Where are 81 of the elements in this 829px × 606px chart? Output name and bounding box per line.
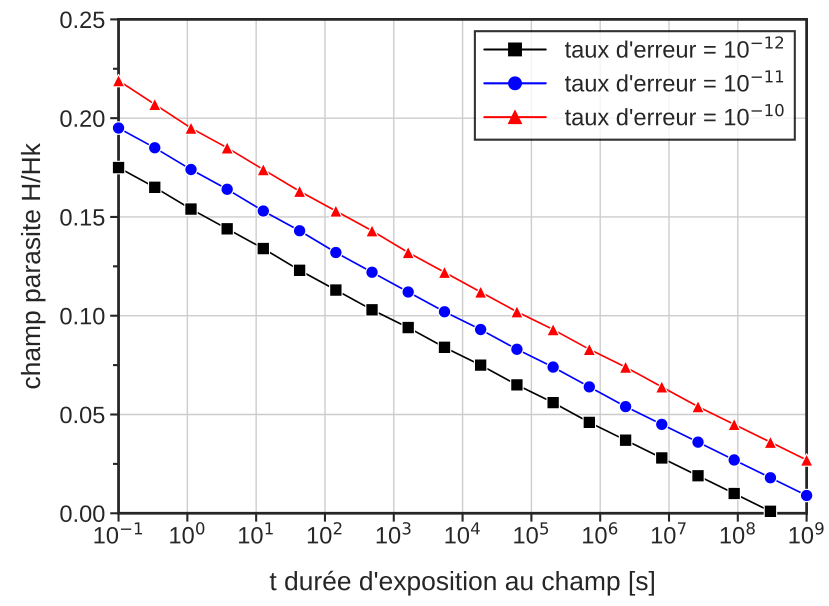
point xyxy=(582,416,596,430)
point xyxy=(691,435,705,449)
point xyxy=(256,242,270,256)
point xyxy=(582,380,596,394)
point xyxy=(582,342,596,356)
point xyxy=(220,182,234,196)
point xyxy=(329,204,343,218)
point xyxy=(256,162,270,176)
point xyxy=(112,74,126,88)
point xyxy=(764,435,778,449)
legend-label: taux d'erreur = 10$^{−11}$ xyxy=(564,70,784,92)
point xyxy=(800,488,814,502)
point xyxy=(764,504,778,518)
point xyxy=(474,358,488,372)
y-tick-label: 0.05 xyxy=(60,406,104,424)
point xyxy=(510,378,524,392)
point xyxy=(401,246,415,260)
x-tick-label: 10$^{1}$ xyxy=(239,522,273,544)
point xyxy=(655,418,669,432)
x-tick-label: 10$^{4}$ xyxy=(445,522,480,544)
point xyxy=(691,468,705,483)
point xyxy=(112,160,126,174)
x-tick-label: 10$^{6}$ xyxy=(583,522,618,544)
x-tick-label: 10$^{0}$ xyxy=(170,522,204,544)
point xyxy=(618,433,632,447)
x-tick-label: 10$^{2}$ xyxy=(308,522,342,544)
x-tick-label: 10$^{8}$ xyxy=(720,522,755,544)
point xyxy=(365,266,379,280)
point xyxy=(655,380,669,394)
x-tick-label: 10$^{9}$ xyxy=(790,522,824,544)
point xyxy=(510,342,524,356)
point xyxy=(184,121,198,135)
point xyxy=(148,141,162,155)
point xyxy=(220,222,234,236)
point xyxy=(329,283,343,297)
point xyxy=(148,98,162,112)
point xyxy=(474,322,488,336)
y-tick-label: 0.25 xyxy=(60,11,104,28)
legend-label: taux d'erreur = 10$^{−12}$ xyxy=(564,36,784,58)
point xyxy=(148,180,162,194)
point xyxy=(184,202,198,216)
point xyxy=(256,204,270,218)
point xyxy=(438,340,452,354)
x-axis-title: t durée d'exposition au champ [s] xyxy=(270,570,654,596)
y-tick-label: 0.00 xyxy=(60,505,104,522)
x-tick-label: 10$^{7}$ xyxy=(652,522,686,544)
point xyxy=(764,470,778,484)
point xyxy=(474,285,488,299)
x-tick-label: 10$^{−1}$ xyxy=(94,522,142,544)
x-tick-label: 10$^{3}$ xyxy=(376,522,411,544)
point xyxy=(546,396,560,410)
point xyxy=(800,453,814,467)
point xyxy=(727,418,741,432)
legend-label: taux d'erreur = 10$^{−10}$ xyxy=(564,104,784,126)
point xyxy=(546,322,560,336)
point xyxy=(365,224,379,238)
point xyxy=(438,266,452,280)
y-tick-label: 0.10 xyxy=(60,308,104,325)
y-axis-title: champ parasite H/Hk xyxy=(20,143,46,388)
point xyxy=(546,360,560,374)
point xyxy=(438,305,452,319)
point xyxy=(112,121,126,135)
y-tick-label: 0.15 xyxy=(60,209,104,226)
point xyxy=(618,400,632,414)
point xyxy=(727,453,741,467)
x-tick-label: 10$^{5}$ xyxy=(514,522,548,544)
point xyxy=(184,162,198,176)
point xyxy=(292,184,306,198)
point xyxy=(401,320,415,334)
point xyxy=(655,451,669,465)
point xyxy=(365,303,379,317)
point xyxy=(329,246,343,260)
point xyxy=(510,305,524,319)
point xyxy=(292,264,306,278)
point xyxy=(292,224,306,238)
point xyxy=(727,486,741,500)
point xyxy=(401,285,415,299)
point xyxy=(220,141,234,155)
point xyxy=(691,400,705,414)
y-tick-label: 0.20 xyxy=(60,110,104,127)
point xyxy=(618,360,632,374)
